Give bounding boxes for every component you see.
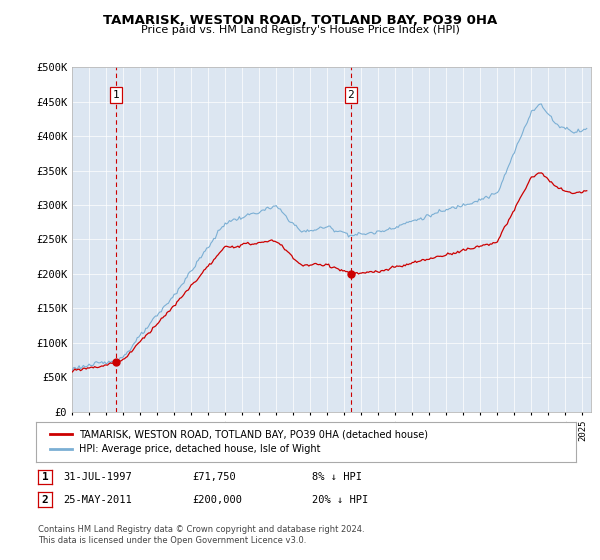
Text: 2: 2 (347, 90, 354, 100)
Text: 1: 1 (41, 472, 49, 482)
Text: 2: 2 (41, 494, 49, 505)
Text: TAMARISK, WESTON ROAD, TOTLAND BAY, PO39 0HA: TAMARISK, WESTON ROAD, TOTLAND BAY, PO39… (103, 14, 497, 27)
Text: £71,750: £71,750 (192, 472, 236, 482)
Text: Contains HM Land Registry data © Crown copyright and database right 2024.
This d: Contains HM Land Registry data © Crown c… (38, 525, 364, 545)
Legend: TAMARISK, WESTON ROAD, TOTLAND BAY, PO39 0HA (detached house), HPI: Average pric: TAMARISK, WESTON ROAD, TOTLAND BAY, PO39… (46, 426, 432, 458)
Text: 31-JUL-1997: 31-JUL-1997 (63, 472, 132, 482)
Text: 25-MAY-2011: 25-MAY-2011 (63, 494, 132, 505)
Text: 20% ↓ HPI: 20% ↓ HPI (312, 494, 368, 505)
Text: 8% ↓ HPI: 8% ↓ HPI (312, 472, 362, 482)
Text: £200,000: £200,000 (192, 494, 242, 505)
Text: Price paid vs. HM Land Registry's House Price Index (HPI): Price paid vs. HM Land Registry's House … (140, 25, 460, 35)
Text: 1: 1 (113, 90, 119, 100)
